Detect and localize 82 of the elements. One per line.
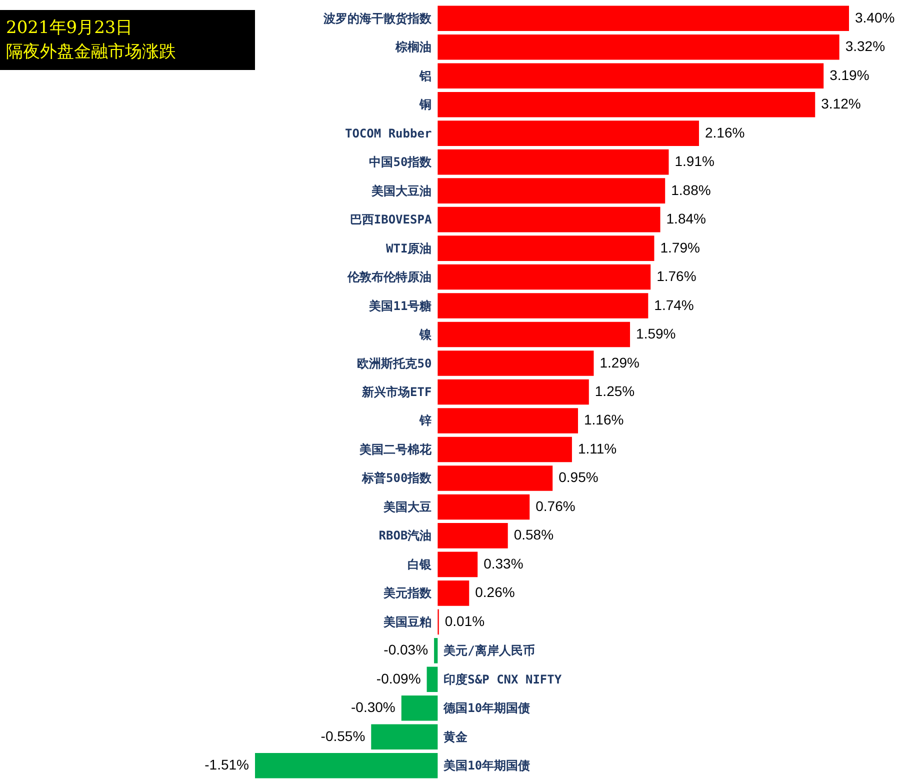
bar — [438, 379, 589, 405]
bar — [438, 350, 594, 376]
data-label: 0.76% — [536, 498, 576, 514]
y-tick-label: 美国豆粕 — [382, 614, 432, 629]
bar — [438, 264, 651, 290]
bar — [438, 206, 660, 232]
y-tick-label: 中国50指数 — [369, 155, 433, 170]
bar — [438, 236, 654, 261]
y-tick-label: 美国11号糖 — [368, 298, 432, 313]
data-label: 3.32% — [845, 38, 886, 54]
data-label: 3.19% — [830, 66, 870, 83]
y-tick-label: 美国二号棉花 — [358, 442, 433, 456]
data-label: 0.33% — [484, 555, 524, 572]
data-label: 1.91% — [674, 153, 714, 170]
bar — [438, 494, 530, 520]
y-tick-label: 镍 — [418, 328, 433, 342]
bar — [438, 408, 578, 434]
bar — [438, 293, 648, 318]
y-tick-label: 锌 — [418, 414, 432, 428]
y-tick-label: 美元/离岸人民币 — [442, 644, 535, 658]
data-label: 1.76% — [656, 268, 696, 284]
bar — [438, 580, 470, 606]
bar — [438, 149, 669, 175]
y-tick-label: 美国大豆油 — [370, 184, 432, 198]
data-label: 1.11% — [578, 440, 617, 456]
data-label: 3.40% — [855, 9, 895, 26]
bar — [438, 436, 572, 462]
data-label: 2.16% — [704, 124, 745, 140]
text: 隔夜外盘金融市场涨跌 — [6, 41, 177, 64]
data-label: 1.29% — [600, 354, 640, 370]
bar — [255, 752, 438, 778]
bar — [438, 120, 699, 146]
bar — [438, 523, 508, 548]
y-tick-label: 美国10年期国债 — [442, 758, 530, 773]
data-label: 1.84% — [666, 210, 706, 227]
data-label: 0.95% — [558, 469, 598, 486]
y-tick-label: 德国10年期国债 — [442, 701, 530, 716]
bar — [438, 466, 553, 491]
y-tick-label: 欧洲斯托克50 — [357, 356, 432, 370]
y-tick-label: 铝 — [418, 68, 432, 83]
data-label: 1.79% — [660, 239, 700, 256]
bar — [371, 724, 438, 750]
bar — [438, 6, 849, 32]
y-tick-label: 美元指数 — [382, 586, 433, 600]
y-tick-label: 铜 — [418, 98, 432, 112]
bar — [426, 666, 438, 692]
y-tick-label: 标普500指数 — [360, 471, 433, 486]
data-label: 1.16% — [584, 412, 624, 428]
data-label: -1.51% — [204, 756, 249, 773]
data-label: 1.59% — [636, 326, 676, 342]
y-tick-label: 伦敦布伦特原油 — [346, 270, 432, 284]
data-label: 0.01% — [444, 612, 485, 629]
bar — [438, 322, 630, 348]
data-label: -0.03% — [384, 642, 428, 658]
bar — [438, 92, 816, 118]
y-tick-label: 棕榈油 — [394, 40, 432, 54]
data-label: 1.25% — [594, 383, 635, 399]
bar — [438, 63, 824, 88]
data-label: 1.74% — [654, 296, 694, 313]
bar — [434, 638, 438, 664]
y-tick-label: 黄金 — [442, 730, 469, 744]
data-label: 0.58% — [514, 526, 554, 543]
y-tick-label: RBOB汽油 — [378, 528, 432, 543]
y-tick-label: 白银 — [408, 557, 433, 572]
bar — [401, 696, 438, 721]
data-label: -0.09% — [376, 670, 421, 686]
data-label: -0.30% — [351, 699, 396, 716]
y-tick-label: 美国大豆 — [382, 500, 432, 514]
y-tick-label: WTI原油 — [386, 241, 432, 256]
y-tick-label: 波罗的海干散货指数 — [322, 11, 433, 26]
y-tick-label: TOCOM Rubber — [344, 126, 432, 140]
data-label: 3.12% — [821, 96, 861, 112]
text: 2021年9月23日 — [6, 17, 134, 40]
y-tick-label: 巴西IBOVESPA — [350, 212, 432, 227]
y-tick-label: 新兴市场ETF — [360, 385, 432, 399]
bar — [438, 178, 666, 204]
data-label: -0.55% — [320, 728, 366, 744]
y-tick-label: 印度S&P CNX NIFTY — [444, 672, 562, 686]
data-label: 1.88% — [671, 182, 711, 198]
bar — [438, 34, 840, 60]
bar — [438, 552, 478, 578]
data-label: 0.26% — [475, 584, 515, 600]
